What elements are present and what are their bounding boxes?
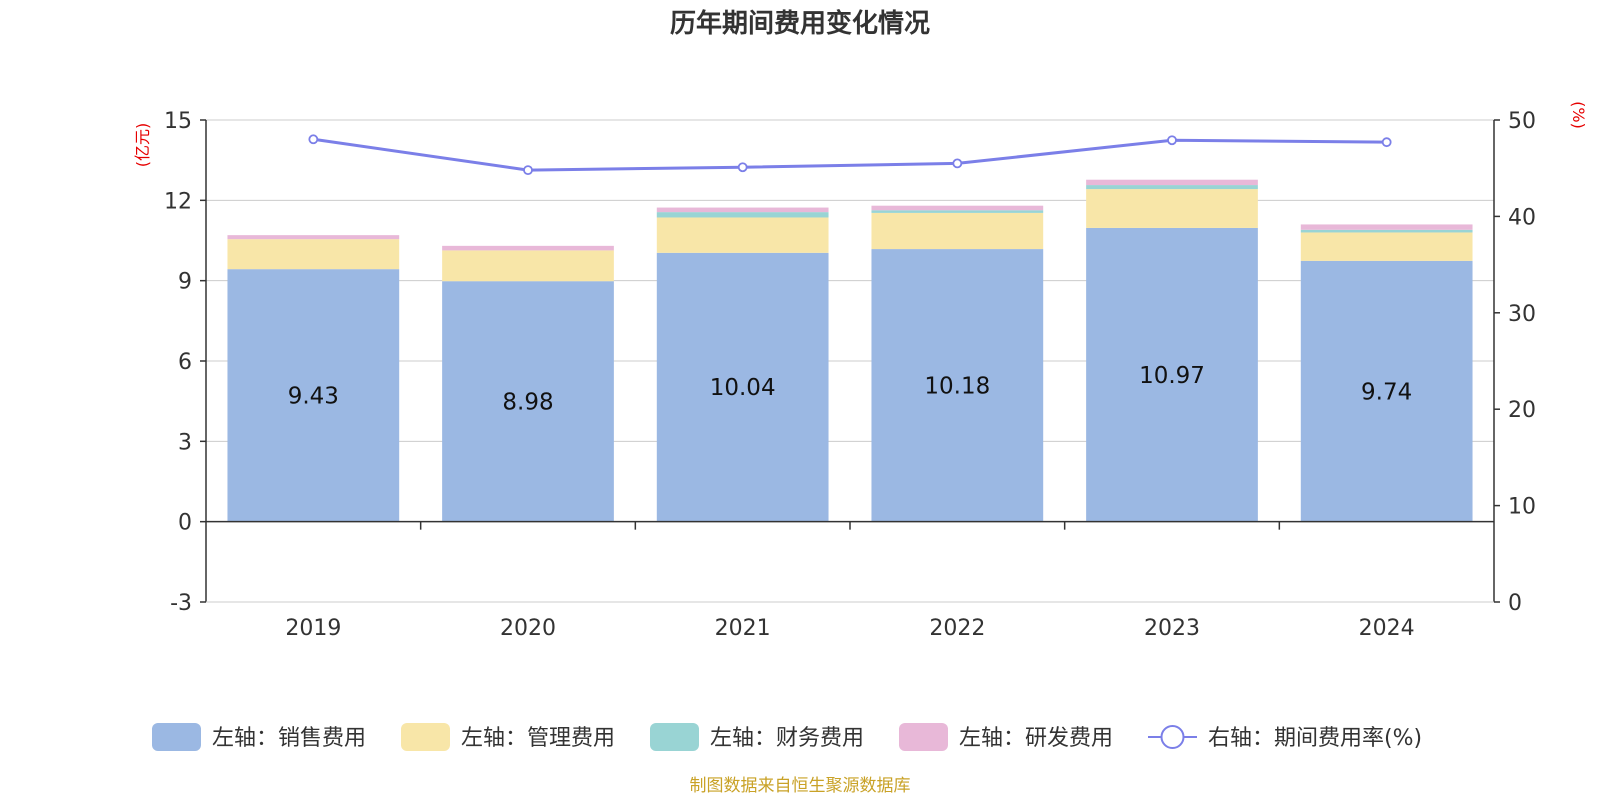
right-tick-label: 0 xyxy=(1508,591,1522,616)
bar-segment xyxy=(1086,189,1258,228)
legend-line-marker xyxy=(1160,725,1185,749)
legend-swatch xyxy=(401,723,450,751)
bar-segment xyxy=(1086,185,1258,190)
legend-swatch xyxy=(899,723,948,751)
rate-line xyxy=(308,134,1392,176)
right-tick-label: 30 xyxy=(1508,302,1536,327)
bar-segment xyxy=(656,217,829,253)
bar-segment xyxy=(1086,227,1258,522)
left-tick-label: 0 xyxy=(178,511,192,536)
left-tick-label: 12 xyxy=(164,189,192,214)
left-tick-label: -3 xyxy=(170,591,192,616)
category-label: 2019 xyxy=(285,616,341,641)
left-tick-label: 6 xyxy=(178,350,192,375)
bar-segment xyxy=(442,245,614,251)
legend-swatch xyxy=(650,723,699,751)
bar-segment xyxy=(871,249,1044,522)
legend: 左轴：销售费用 左轴：管理费用 左轴：财务费用 左轴：研发费用 右轴：期间费用率(%) xyxy=(152,723,1422,751)
rate-line-point xyxy=(523,165,533,176)
bar-segment xyxy=(656,252,829,522)
left-tick-label: 15 xyxy=(164,109,192,134)
bar-segment xyxy=(871,205,1044,211)
bar-value-label: 9.74 xyxy=(1361,379,1412,405)
left-axis-unit: (亿元) xyxy=(133,123,152,168)
rate-line-path xyxy=(313,137,1387,172)
bar-segment xyxy=(442,250,614,282)
rate-line-point xyxy=(952,158,963,169)
chart-title: 历年期间费用变化情况 xyxy=(670,8,930,39)
bar-value-label: 10.04 xyxy=(710,375,776,401)
bar-segment xyxy=(656,207,829,213)
bar-segment xyxy=(1300,229,1473,233)
category-label: 2020 xyxy=(500,616,556,641)
bar-segment xyxy=(1086,179,1258,186)
right-tick-label: 10 xyxy=(1508,495,1536,520)
rate-line-point xyxy=(737,162,748,173)
legend-label: 左轴：研发费用 xyxy=(959,726,1113,751)
left-tick-label: 9 xyxy=(178,270,192,295)
bar-segment xyxy=(656,212,829,218)
category-label: 2024 xyxy=(1359,616,1415,641)
bar-value-label: 10.18 xyxy=(924,373,990,399)
legend-label: 左轴：销售费用 xyxy=(212,726,366,751)
bars: 9.43 8.98 10.04 10.18 10.97 9.74 xyxy=(227,179,1473,522)
rate-line-point xyxy=(1381,137,1392,148)
source-note: 制图数据来自恒生聚源数据库 xyxy=(690,776,911,796)
left-tick-label: 3 xyxy=(178,430,192,455)
bar-value-label: 9.43 xyxy=(288,383,339,409)
rate-line-point xyxy=(1167,135,1177,146)
bar-value-label: 10.97 xyxy=(1139,363,1205,389)
category-label: 2022 xyxy=(929,616,985,641)
right-tick-label: 40 xyxy=(1508,205,1536,230)
bar-segment xyxy=(1300,260,1473,522)
axes: -3 0 3 6 9 12 15 0 10 20 30 40 50 2019 2020 2021 2022 202… xyxy=(133,101,1588,641)
bar-segment xyxy=(227,269,400,522)
category-label: 2023 xyxy=(1144,616,1200,641)
right-tick-label: 20 xyxy=(1508,398,1536,423)
bar-segment xyxy=(1300,224,1473,230)
bar-segment xyxy=(227,239,400,270)
bar-segment xyxy=(442,281,614,522)
bar-segment xyxy=(871,212,1044,250)
category-label: 2021 xyxy=(715,616,771,641)
rate-line-point xyxy=(308,134,319,145)
legend-label: 右轴：期间费用率(%) xyxy=(1208,726,1422,751)
legend-label: 左轴：财务费用 xyxy=(710,726,864,751)
legend-label: 左轴：管理费用 xyxy=(461,726,615,751)
bar-segment xyxy=(1300,232,1473,261)
legend-swatch xyxy=(152,723,201,751)
bar-value-label: 8.98 xyxy=(502,389,553,415)
right-tick-label: 50 xyxy=(1508,109,1536,134)
bar-segment xyxy=(871,210,1044,213)
bar-segment xyxy=(227,235,400,240)
right-axis-unit: (%) xyxy=(1569,101,1588,129)
